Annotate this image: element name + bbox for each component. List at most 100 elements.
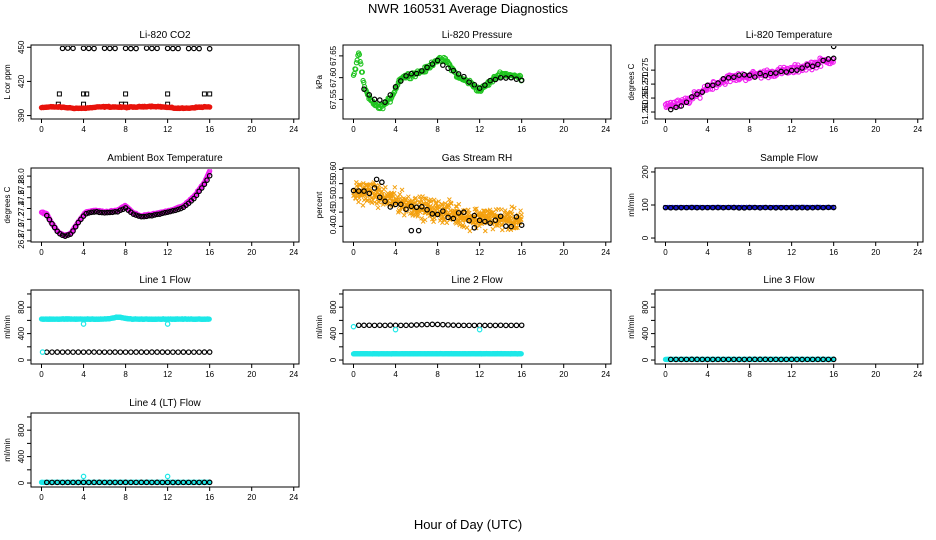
panel-2-xtick-label: 20 — [559, 125, 568, 134]
pressure-black-point — [497, 74, 504, 81]
panel-10-ylabel: ml/min — [3, 438, 12, 462]
high-points-point — [154, 46, 160, 52]
rh-orange-point — [518, 208, 523, 214]
panel-7-xtick-label: 20 — [247, 370, 256, 379]
rh-orange-point — [419, 215, 424, 221]
rh-orange-point — [448, 201, 454, 207]
bottom-points-point — [113, 119, 117, 123]
rh-black-point — [413, 204, 420, 211]
box-black-point — [156, 211, 163, 217]
sample-black-point — [731, 204, 737, 211]
line3-black-point — [830, 356, 837, 363]
sample-black-point — [683, 204, 690, 211]
line1-black-point — [175, 349, 181, 355]
panel-4-xtick-label: 12 — [163, 248, 172, 257]
panel-6-xtick-label: 4 — [705, 248, 710, 257]
temp-black-point — [715, 80, 721, 86]
line3-black-point — [683, 356, 690, 363]
panel-4-xtick-label: 8 — [123, 248, 128, 257]
sample-black-point — [736, 205, 742, 211]
temp-black-point — [825, 56, 832, 62]
box-black-point — [117, 207, 124, 214]
sample-black-point — [788, 204, 795, 211]
panel-3-frame — [654, 44, 924, 120]
panel-5-frame — [342, 167, 612, 243]
rh-extra — [373, 176, 478, 234]
panel-9-ytick-label: 0 — [641, 357, 650, 362]
sample-black-point — [715, 204, 721, 211]
high-points-point — [143, 46, 150, 51]
line4-black-point — [170, 479, 176, 486]
line4-black-point — [43, 479, 50, 486]
panel-9-ytick-label: 800 — [641, 300, 650, 314]
panel-3-ytick-label: 51.275 — [641, 57, 650, 82]
high-points-point — [59, 46, 66, 52]
line3-black-point — [778, 356, 784, 363]
panel-7-frame — [30, 289, 300, 365]
pressure-green-point — [358, 61, 364, 67]
panel-10-ytick-label: 0 — [17, 480, 26, 485]
line4-black-point — [206, 479, 213, 486]
box-black-point — [204, 177, 210, 183]
line2-black-high-point — [382, 322, 388, 329]
line1-cyan-low — [39, 349, 46, 355]
line1-black-point — [101, 349, 108, 355]
box-black-point — [43, 212, 50, 219]
mid-points-point — [201, 91, 207, 97]
sample-black-point — [794, 204, 800, 211]
line1-cyan-high-point — [206, 316, 212, 322]
bottom-points-point — [163, 119, 167, 123]
rh-orange-point — [365, 197, 371, 203]
line1-black-point — [133, 349, 139, 355]
panel-8-data — [350, 321, 525, 357]
panel-9-title: Line 3 Flow — [763, 275, 815, 286]
panel-1-xtick-label: 12 — [163, 125, 172, 134]
line2-cyan-dots-point — [392, 326, 399, 333]
pressure-black-point — [382, 99, 388, 105]
line2-cyan-dots — [350, 323, 483, 333]
box-black-point — [59, 232, 66, 239]
rh-orange-point — [517, 220, 523, 225]
line3-black-point — [762, 356, 769, 363]
bottom-points-point — [56, 119, 60, 123]
panel-7-xtick-label: 4 — [81, 370, 86, 379]
panel-1-ytick-label: 390 — [17, 108, 26, 122]
temp-black-point — [773, 70, 779, 76]
box-black-point — [170, 208, 176, 214]
line2-black-high — [355, 321, 525, 329]
temp-black-point — [820, 57, 826, 64]
panel-10-ytick-label: 800 — [17, 423, 26, 437]
box-black-point — [112, 208, 118, 215]
rh-orange-point — [439, 202, 445, 208]
panel-4-xtick-label: 0 — [39, 248, 44, 257]
sample-black-point — [752, 204, 758, 211]
box-black-point — [133, 212, 139, 218]
panel-9-xtick-label: 16 — [829, 370, 838, 379]
panel-6-xtick-label: 16 — [829, 248, 838, 257]
temp-high — [830, 46, 837, 50]
panel-10-xtick-label: 24 — [289, 493, 298, 502]
panel-1-xtick-label: 8 — [123, 125, 128, 134]
rh-black-point — [361, 188, 367, 194]
panel-6-ylabel: ml/min — [627, 193, 636, 217]
rh-orange-point — [465, 207, 471, 213]
rh-orange-point — [466, 210, 472, 216]
line1-black-point — [80, 349, 87, 355]
panel-2-xtick-label: 4 — [393, 125, 398, 134]
rh-extra-point — [373, 176, 380, 183]
rh-black-point — [376, 194, 383, 201]
panel-1-xtick-label: 4 — [81, 125, 86, 134]
bottom-points — [45, 119, 208, 125]
line1-black-point — [75, 349, 82, 355]
rh-black-point — [476, 217, 483, 224]
panel-3-xtick-label: 16 — [829, 125, 838, 134]
mid-points-point — [84, 91, 90, 97]
panel-4-ytick-label: 27.8 — [17, 179, 26, 195]
sample-black-point — [757, 205, 763, 211]
temp-black-point — [809, 63, 816, 70]
panel-1: Li-820 CO2 L cor ppm 0 4 8 12 16 20 24 390 420 450 — [3, 30, 300, 134]
panel-5-xtick-label: 24 — [601, 248, 610, 257]
line2-black-high-point — [471, 322, 478, 329]
temp-black — [667, 55, 837, 113]
panel-5-data — [350, 176, 525, 234]
